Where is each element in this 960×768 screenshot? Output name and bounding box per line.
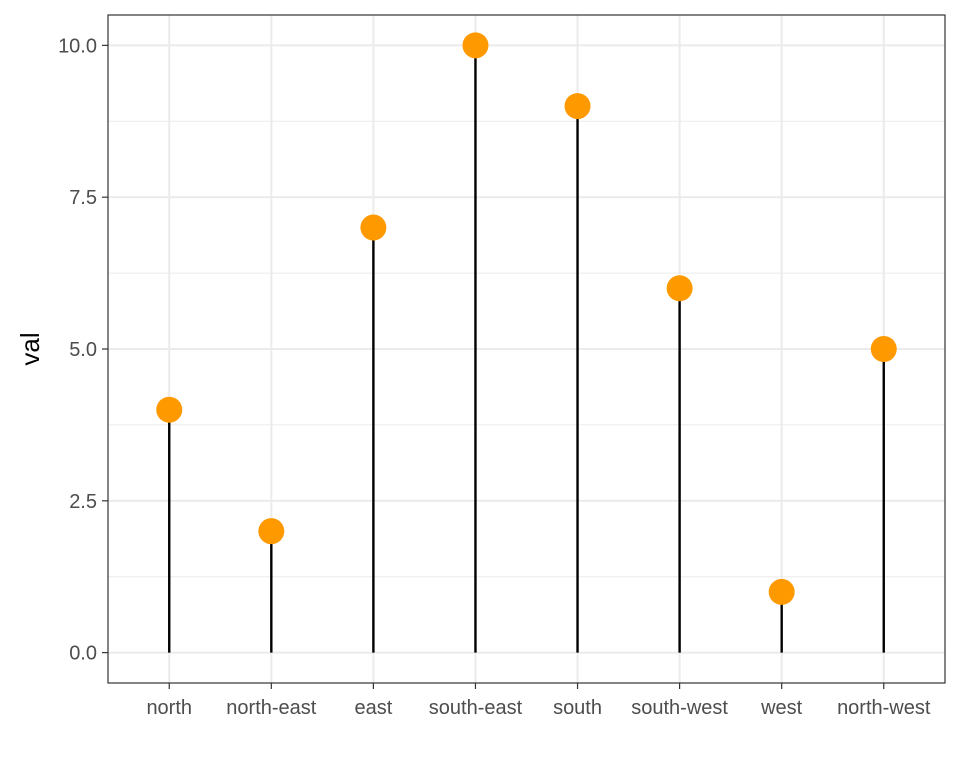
x-tick-label: north-east <box>226 697 316 719</box>
lollipop-point <box>666 275 693 302</box>
x-tick-label: west <box>760 697 803 719</box>
y-tick-label: 0.0 <box>69 643 97 665</box>
x-tick-label: north <box>146 697 192 719</box>
axis-layer: 0.0 2.5 5.0 7.5 10.0 north north-east east south… <box>58 35 931 719</box>
x-tick-label: south-east <box>429 697 523 719</box>
x-tick-label: south-west <box>631 697 728 719</box>
lollipop-point <box>156 396 183 423</box>
point-layer <box>156 32 897 605</box>
x-tick-label: north-west <box>837 697 931 719</box>
lollipop-point <box>564 93 591 120</box>
y-tick-label: 2.5 <box>69 491 97 513</box>
stem-layer <box>168 45 885 653</box>
y-axis-title: val <box>15 332 45 365</box>
lollipop-point <box>870 336 897 362</box>
x-tick-label: south <box>553 697 602 719</box>
lollipop-point <box>360 214 387 241</box>
lollipop-point <box>462 32 489 59</box>
y-tick-label: 10.0 <box>58 35 97 57</box>
y-tick-label: 7.5 <box>69 187 97 209</box>
y-tick-label: 5.0 <box>69 339 97 361</box>
lollipop-point <box>258 518 285 545</box>
lollipop-point <box>768 578 795 605</box>
x-tick-label: east <box>354 697 392 719</box>
